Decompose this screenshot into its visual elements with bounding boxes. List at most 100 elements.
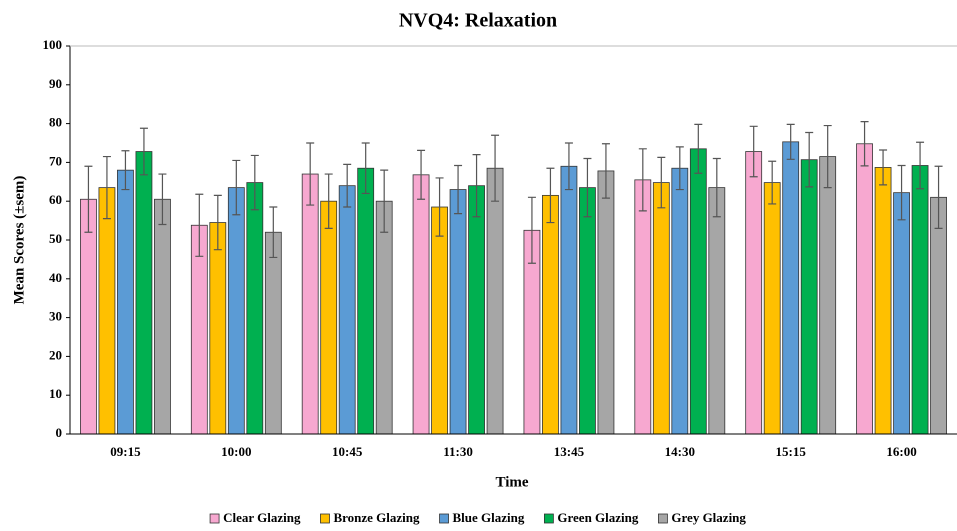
legend-label: Green Glazing: [557, 510, 639, 525]
bar: [579, 187, 596, 435]
bar: [375, 200, 393, 435]
x-tick-label: 11:30: [443, 444, 473, 459]
legend-label: Blue Glazing: [453, 510, 525, 525]
y-axis-label: Mean Scores (±sem): [11, 176, 27, 305]
bar: [301, 173, 319, 435]
error-bar: [897, 164, 906, 221]
error-bar: [712, 157, 721, 218]
bar: [800, 159, 818, 435]
bar: [856, 143, 873, 435]
error-bar: [638, 148, 647, 212]
error-bar: [694, 123, 703, 174]
bar: [468, 185, 485, 435]
error-bar: [417, 149, 426, 200]
error-bar: [250, 154, 259, 211]
error-bar: [158, 173, 167, 226]
bar: [98, 187, 116, 435]
error-bar: [786, 123, 795, 160]
legend-swatch: [439, 513, 449, 524]
error-bar: [213, 194, 222, 251]
y-tick-label: 70: [49, 153, 62, 168]
bar: [634, 179, 652, 435]
legend-label: Bronze Glazing: [333, 510, 420, 525]
y-tick-label: 20: [49, 347, 62, 362]
error-bar: [934, 165, 943, 229]
error-bar: [916, 141, 925, 190]
error-bar: [527, 196, 536, 264]
bar: [652, 182, 670, 435]
legend-swatch: [543, 513, 554, 524]
bar: [782, 141, 800, 435]
x-axis-label: Time: [495, 474, 528, 490]
y-tick-label: 100: [43, 37, 63, 52]
error-bar: [306, 142, 315, 206]
bar: [135, 151, 153, 435]
error-bar: [139, 127, 148, 176]
bar: [431, 206, 448, 435]
bar: [80, 198, 97, 435]
error-bar: [546, 167, 555, 224]
x-tick-label: 14:30: [665, 444, 695, 459]
error-bar: [121, 150, 130, 191]
bar: [117, 169, 134, 435]
error-bar: [823, 124, 832, 189]
bar: [819, 156, 837, 435]
legend-label: Grey Glazing: [671, 510, 746, 525]
bar: [338, 185, 356, 435]
x-tick-label: 10:45: [332, 444, 363, 459]
y-tick-label: 40: [49, 270, 62, 285]
bar: [320, 200, 338, 435]
error-bar: [454, 164, 463, 215]
error-bar: [343, 163, 352, 208]
error-bar: [860, 121, 869, 167]
x-tick-label: 16:00: [886, 444, 916, 459]
error-bar: [675, 146, 684, 191]
error-bar: [232, 159, 241, 216]
legend-swatch: [320, 513, 330, 524]
bar: [412, 174, 430, 435]
error-bar: [583, 157, 592, 218]
bar: [486, 167, 504, 435]
error-bar: [472, 154, 481, 218]
error-bar: [102, 155, 111, 220]
error-bar: [805, 131, 814, 188]
y-tick-label: 30: [49, 309, 62, 324]
bar: [671, 167, 689, 435]
y-tick-label: 50: [49, 231, 62, 246]
bar: [689, 148, 707, 435]
legend-swatch: [209, 513, 220, 524]
chart-title: NVQ4: Relaxation: [399, 10, 557, 32]
error-bar: [601, 143, 610, 199]
bar: [763, 182, 781, 435]
error-bar: [657, 156, 666, 209]
bar: [357, 167, 375, 435]
error-bar: [879, 149, 888, 186]
bar: [893, 192, 910, 435]
bar: [246, 182, 264, 435]
bar: [874, 167, 892, 435]
error-bar: [564, 142, 573, 191]
error-bar: [749, 125, 758, 178]
bar: [542, 194, 559, 435]
bar: [154, 198, 171, 435]
bar: [227, 187, 245, 435]
bar: [597, 170, 615, 435]
bar: [708, 187, 726, 435]
x-tick-label: 09:15: [110, 444, 141, 459]
bar: [449, 189, 467, 435]
y-tick-label: 90: [49, 76, 62, 91]
error-bar: [269, 206, 278, 259]
error-bar: [84, 165, 93, 233]
bar: [930, 196, 947, 435]
x-tick-label: 10:00: [221, 444, 251, 459]
legend-swatch: [658, 513, 668, 524]
y-tick-label: 60: [49, 192, 62, 207]
bar: [745, 151, 763, 435]
bar: [264, 231, 282, 435]
error-bar: [361, 142, 370, 195]
bar: [209, 222, 227, 435]
legend-label: Clear Glazing: [223, 510, 301, 525]
error-bar: [324, 173, 333, 229]
error-bar: [491, 134, 500, 202]
